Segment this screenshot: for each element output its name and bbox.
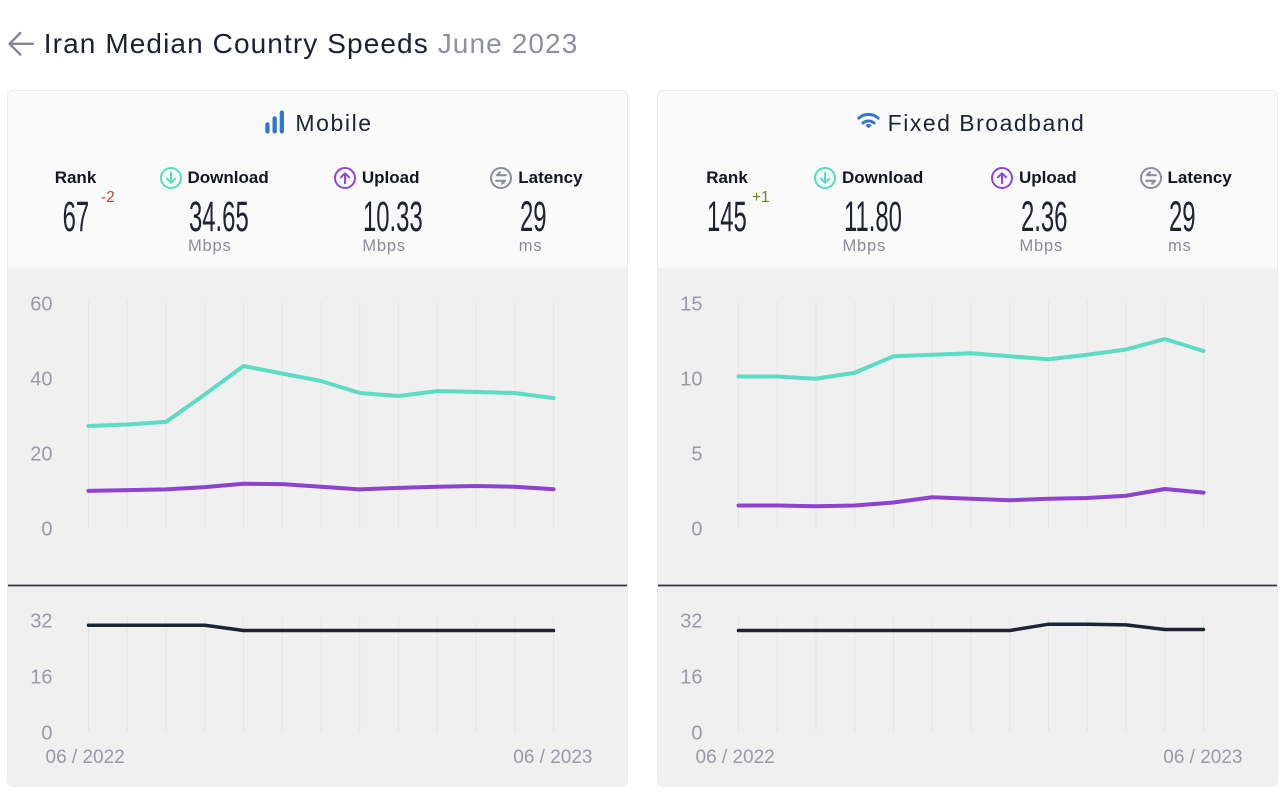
svg-text:15: 15 (680, 293, 702, 315)
svg-text:20: 20 (30, 443, 52, 465)
svg-text:06 / 2022: 06 / 2022 (696, 747, 775, 768)
svg-text:5: 5 (691, 443, 702, 465)
svg-text:0: 0 (691, 722, 702, 744)
svg-text:0: 0 (41, 518, 52, 540)
svg-text:06 / 2023: 06 / 2023 (1163, 747, 1242, 768)
svg-text:60: 60 (30, 293, 52, 315)
svg-text:32: 32 (30, 610, 52, 632)
svg-text:32: 32 (680, 610, 702, 632)
svg-text:10: 10 (680, 368, 702, 390)
svg-text:16: 16 (680, 666, 702, 688)
svg-text:16: 16 (30, 666, 52, 688)
svg-text:0: 0 (41, 722, 52, 744)
svg-text:06 / 2023: 06 / 2023 (513, 747, 592, 768)
svg-text:0: 0 (691, 518, 702, 540)
svg-text:40: 40 (30, 368, 52, 390)
svg-text:06 / 2022: 06 / 2022 (46, 747, 125, 768)
